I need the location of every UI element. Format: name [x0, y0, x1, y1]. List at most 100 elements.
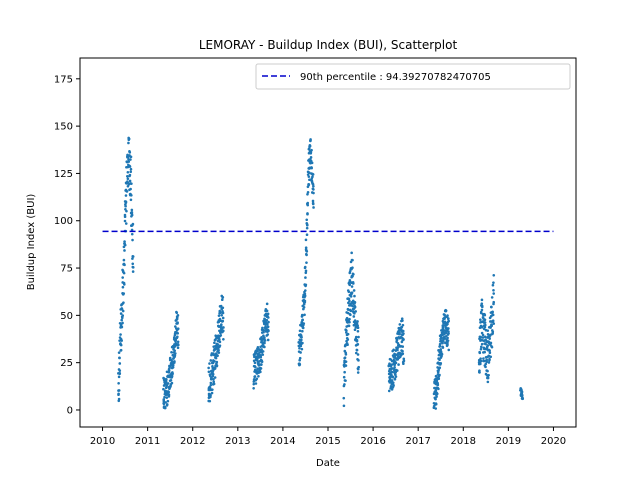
data-point	[127, 137, 131, 141]
legend: 90th percentile : 94.39270782470705	[255, 63, 571, 90]
data-point	[299, 351, 302, 354]
data-point	[437, 387, 440, 391]
data-point	[220, 298, 224, 302]
data-point	[175, 311, 179, 315]
data-point	[262, 330, 265, 334]
data-point	[266, 333, 270, 336]
data-point	[306, 193, 309, 196]
data-point	[346, 343, 349, 347]
data-point	[304, 269, 308, 273]
data-point	[484, 365, 487, 369]
data-point	[348, 320, 351, 324]
data-point	[122, 301, 125, 304]
data-point	[435, 395, 438, 398]
y-tick-label: 75	[60, 264, 73, 275]
data-point	[490, 345, 494, 349]
data-point	[123, 219, 127, 223]
data-point	[480, 305, 484, 309]
x-tick-label: 2017	[405, 436, 430, 447]
data-point	[480, 326, 484, 329]
data-point	[395, 338, 399, 342]
data-point	[209, 374, 212, 378]
data-point	[344, 360, 348, 363]
data-point	[128, 173, 132, 177]
data-point	[122, 271, 126, 275]
data-point	[492, 292, 496, 295]
data-point	[129, 167, 133, 171]
data-point	[486, 344, 490, 347]
data-point	[401, 352, 405, 355]
data-point	[443, 337, 447, 340]
data-point	[483, 321, 487, 324]
data-point	[124, 200, 128, 203]
data-point	[117, 351, 121, 354]
data-point	[213, 367, 217, 370]
data-point	[119, 312, 123, 315]
data-point	[440, 354, 443, 358]
data-point	[213, 359, 216, 363]
data-point	[393, 378, 397, 381]
data-point	[173, 349, 177, 353]
data-point	[253, 375, 257, 378]
data-point	[121, 276, 124, 279]
data-point	[353, 300, 357, 304]
data-point	[308, 144, 312, 148]
data-point	[346, 332, 350, 336]
data-point	[398, 323, 402, 326]
data-point	[167, 393, 171, 397]
data-point	[131, 222, 135, 226]
data-point	[304, 246, 308, 249]
data-point	[170, 381, 174, 385]
data-point	[401, 323, 405, 327]
data-point	[490, 305, 493, 309]
data-point	[129, 170, 133, 174]
data-point	[311, 202, 315, 206]
data-point	[479, 335, 483, 339]
data-point	[260, 348, 263, 351]
data-point	[260, 336, 263, 339]
data-point	[209, 394, 212, 397]
data-point	[125, 190, 129, 193]
data-point	[343, 383, 346, 386]
data-point	[392, 384, 395, 387]
data-point	[438, 344, 442, 348]
data-point	[254, 382, 258, 385]
data-point	[353, 312, 356, 315]
data-point	[344, 353, 348, 356]
data-point	[434, 402, 438, 406]
data-point	[164, 379, 168, 383]
data-point	[434, 388, 438, 392]
data-point	[261, 353, 265, 356]
data-point	[221, 311, 225, 315]
data-point	[265, 309, 269, 313]
data-point	[209, 359, 213, 362]
data-point	[485, 358, 489, 362]
data-point	[118, 371, 122, 375]
data-point	[311, 173, 315, 176]
data-point	[303, 300, 307, 304]
data-point	[479, 362, 482, 366]
data-point	[302, 322, 306, 325]
data-point	[165, 403, 169, 406]
data-point	[351, 274, 354, 278]
data-point	[163, 395, 166, 399]
data-point	[130, 194, 133, 197]
data-point	[173, 360, 176, 363]
data-point	[346, 308, 350, 311]
data-point	[127, 158, 130, 161]
data-point	[267, 320, 270, 324]
data-point	[350, 291, 354, 294]
data-point	[128, 165, 132, 168]
data-point	[344, 379, 347, 382]
data-point	[483, 335, 487, 339]
data-point	[400, 317, 404, 320]
data-point	[222, 337, 225, 341]
data-point	[300, 347, 304, 351]
data-point	[491, 283, 495, 287]
data-point	[176, 340, 180, 344]
data-point	[117, 393, 120, 397]
data-point	[397, 363, 400, 366]
data-point	[219, 311, 222, 315]
data-point	[175, 316, 179, 319]
data-point	[356, 367, 360, 371]
